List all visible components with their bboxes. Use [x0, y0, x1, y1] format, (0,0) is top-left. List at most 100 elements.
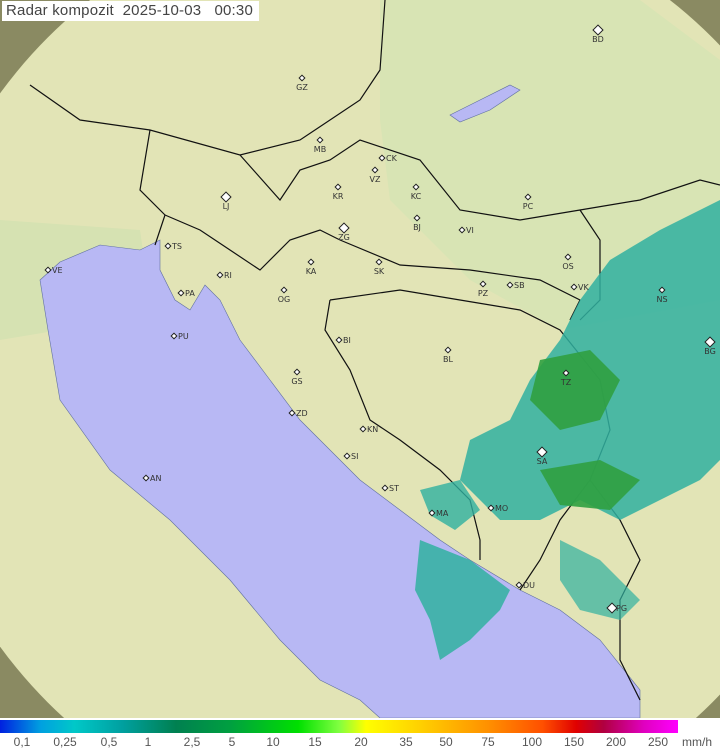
city-marker-icon	[177, 289, 185, 297]
city-pa: PA	[177, 289, 195, 298]
city-label: VI	[466, 226, 474, 235]
capital-marker-icon	[592, 24, 604, 36]
city-marker-icon	[428, 509, 436, 517]
city-os: OS	[562, 253, 574, 271]
legend-tick: 15	[308, 735, 322, 749]
city-marker-icon	[359, 425, 367, 433]
city-label: GS	[291, 377, 302, 386]
city-kr: KR	[333, 183, 344, 201]
legend-tick: 50	[439, 735, 453, 749]
city-gs: GS	[291, 368, 303, 386]
legend-tick: 5	[228, 735, 236, 749]
city-marker-icon	[216, 271, 224, 279]
city-og: OG	[278, 286, 291, 304]
city-marker-icon	[334, 183, 342, 191]
capital-marker-icon	[606, 602, 618, 614]
city-bg: BG	[704, 336, 716, 356]
city-bj: BJ	[413, 214, 421, 232]
city-pu: PU	[170, 332, 189, 341]
city-vz: VZ	[370, 166, 381, 184]
city-marker-icon	[164, 242, 172, 250]
city-mo: MO	[487, 504, 508, 513]
rain-cell-core	[530, 350, 620, 430]
city-ka: KA	[306, 258, 317, 276]
city-label: SB	[514, 281, 525, 290]
capital-marker-icon	[338, 222, 350, 234]
title-label: Radar kompozit	[6, 2, 114, 19]
legend-tick: 20	[354, 735, 368, 749]
city-label: MB	[314, 145, 326, 154]
legend-tick: 2,5	[183, 735, 201, 749]
capital-marker-icon	[220, 191, 232, 203]
city-marker-icon	[316, 136, 324, 144]
city-label: OS	[562, 262, 573, 271]
legend-tick: 1	[144, 735, 152, 749]
legend-tick: 0,25	[53, 735, 77, 749]
city-label: OG	[278, 295, 291, 304]
city-marker-icon	[487, 504, 495, 512]
city-label: NS	[656, 295, 667, 304]
city-label: PZ	[478, 289, 489, 298]
city-marker-icon	[479, 280, 487, 288]
city-marker-icon	[562, 369, 570, 377]
city-label: RI	[224, 271, 232, 280]
legend-tick: 100	[521, 735, 543, 749]
rain-cell-core-2	[540, 460, 640, 510]
city-vk: VK	[570, 283, 589, 292]
city-label: BD	[592, 35, 604, 44]
city-marker-icon	[371, 166, 379, 174]
city-mb: MB	[314, 136, 326, 154]
city-ts: TS	[164, 242, 182, 251]
city-label: LJ	[223, 202, 230, 211]
city-tz: TZ	[560, 369, 572, 387]
city-marker-icon	[343, 452, 351, 460]
city-label: GZ	[296, 83, 308, 92]
city-marker-icon	[444, 346, 452, 354]
title-time: 00:30	[214, 2, 253, 19]
city-kc: KC	[411, 183, 422, 201]
city-label: PG	[616, 604, 627, 613]
city-marker-icon	[375, 258, 383, 266]
city-bi: BI	[335, 336, 351, 345]
city-lj: LJ	[220, 191, 232, 211]
city-label: KN	[367, 425, 378, 434]
city-marker-icon	[570, 283, 578, 291]
capital-marker-icon	[704, 336, 716, 348]
city-label: ZD	[296, 409, 308, 418]
city-marker-icon	[288, 409, 296, 417]
legend-tick: 35	[399, 735, 413, 749]
city-label: VK	[578, 283, 589, 292]
city-zd: ZD	[288, 409, 308, 418]
city-label: VZ	[370, 175, 381, 184]
city-pc: PC	[523, 193, 534, 211]
legend-tick: 75	[481, 735, 495, 749]
capital-marker-icon	[536, 446, 548, 458]
lake-balaton	[449, 84, 521, 123]
city-si: SI	[343, 452, 358, 461]
city-label: MO	[495, 504, 508, 513]
rain-cell-coast	[420, 480, 480, 530]
city-label: KA	[306, 267, 317, 276]
city-marker-icon	[378, 154, 386, 162]
city-marker-icon	[293, 368, 301, 376]
title-bar: Radar kompozit 2025-10-03 00:30	[2, 1, 259, 21]
city-marker-icon	[458, 226, 466, 234]
city-label: KC	[411, 192, 422, 201]
city-label: SK	[374, 267, 385, 276]
city-marker-icon	[44, 266, 52, 274]
city-label: BJ	[413, 223, 421, 232]
legend-tick: 150	[563, 735, 585, 749]
country-borders	[29, 0, 720, 701]
city-marker-icon	[280, 286, 288, 294]
radar-map[interactable]: GZ BD MB CK VZ KR KC LJ BJ PC VI ZG TS VE OS KA SK RI PA OG…	[0, 0, 720, 718]
city-sb: SB	[506, 281, 525, 290]
city-label: PA	[185, 289, 195, 298]
city-label: TZ	[560, 378, 572, 387]
title-date: 2025-10-03	[122, 2, 202, 19]
city-label: MA	[436, 509, 449, 518]
city-gz: GZ	[296, 74, 308, 92]
city-marker-icon	[524, 193, 532, 201]
city-marker-icon	[515, 581, 523, 589]
city-label: VE	[52, 266, 63, 275]
city-pg: PG	[606, 602, 627, 614]
